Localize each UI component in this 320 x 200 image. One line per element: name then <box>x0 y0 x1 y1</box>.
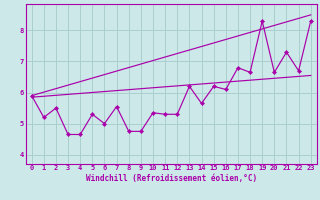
X-axis label: Windchill (Refroidissement éolien,°C): Windchill (Refroidissement éolien,°C) <box>86 174 257 183</box>
